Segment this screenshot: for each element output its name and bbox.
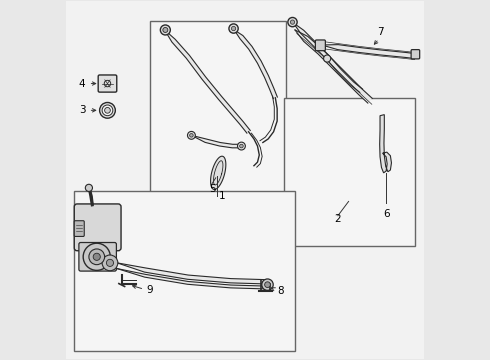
Circle shape <box>323 55 331 62</box>
FancyBboxPatch shape <box>411 50 419 59</box>
Text: 4: 4 <box>79 78 85 89</box>
Polygon shape <box>295 30 372 103</box>
Polygon shape <box>211 156 226 189</box>
Text: 7: 7 <box>377 27 384 37</box>
Polygon shape <box>322 45 415 59</box>
Circle shape <box>85 184 93 192</box>
Circle shape <box>288 18 297 27</box>
Text: 9: 9 <box>147 285 153 295</box>
Circle shape <box>102 105 113 116</box>
Circle shape <box>238 142 245 150</box>
Circle shape <box>188 131 196 139</box>
Circle shape <box>291 20 294 24</box>
Circle shape <box>163 27 168 32</box>
Circle shape <box>262 279 273 291</box>
Circle shape <box>102 255 118 271</box>
Circle shape <box>104 108 110 113</box>
FancyBboxPatch shape <box>74 204 121 251</box>
Circle shape <box>83 243 110 270</box>
Polygon shape <box>380 114 392 173</box>
Text: 2: 2 <box>335 214 341 224</box>
Polygon shape <box>117 269 267 289</box>
Bar <box>150 21 286 246</box>
Text: 5: 5 <box>209 184 216 194</box>
Polygon shape <box>165 30 250 133</box>
Circle shape <box>229 24 238 33</box>
Polygon shape <box>192 135 242 148</box>
Text: 8: 8 <box>277 287 284 296</box>
Bar <box>284 98 415 246</box>
Polygon shape <box>234 30 277 99</box>
Text: 1: 1 <box>220 191 226 201</box>
FancyBboxPatch shape <box>98 75 117 92</box>
Circle shape <box>240 144 243 148</box>
Polygon shape <box>293 23 363 93</box>
Circle shape <box>265 282 270 288</box>
Circle shape <box>93 253 100 260</box>
Circle shape <box>231 26 236 31</box>
Circle shape <box>106 259 114 266</box>
FancyBboxPatch shape <box>74 221 84 237</box>
Bar <box>74 191 295 351</box>
Polygon shape <box>117 263 267 284</box>
Text: 3: 3 <box>79 105 85 115</box>
Circle shape <box>89 249 104 265</box>
Circle shape <box>160 25 171 35</box>
FancyBboxPatch shape <box>79 243 117 271</box>
Text: 6: 6 <box>383 208 390 219</box>
FancyBboxPatch shape <box>316 40 325 51</box>
Circle shape <box>99 103 115 118</box>
Circle shape <box>190 134 193 137</box>
